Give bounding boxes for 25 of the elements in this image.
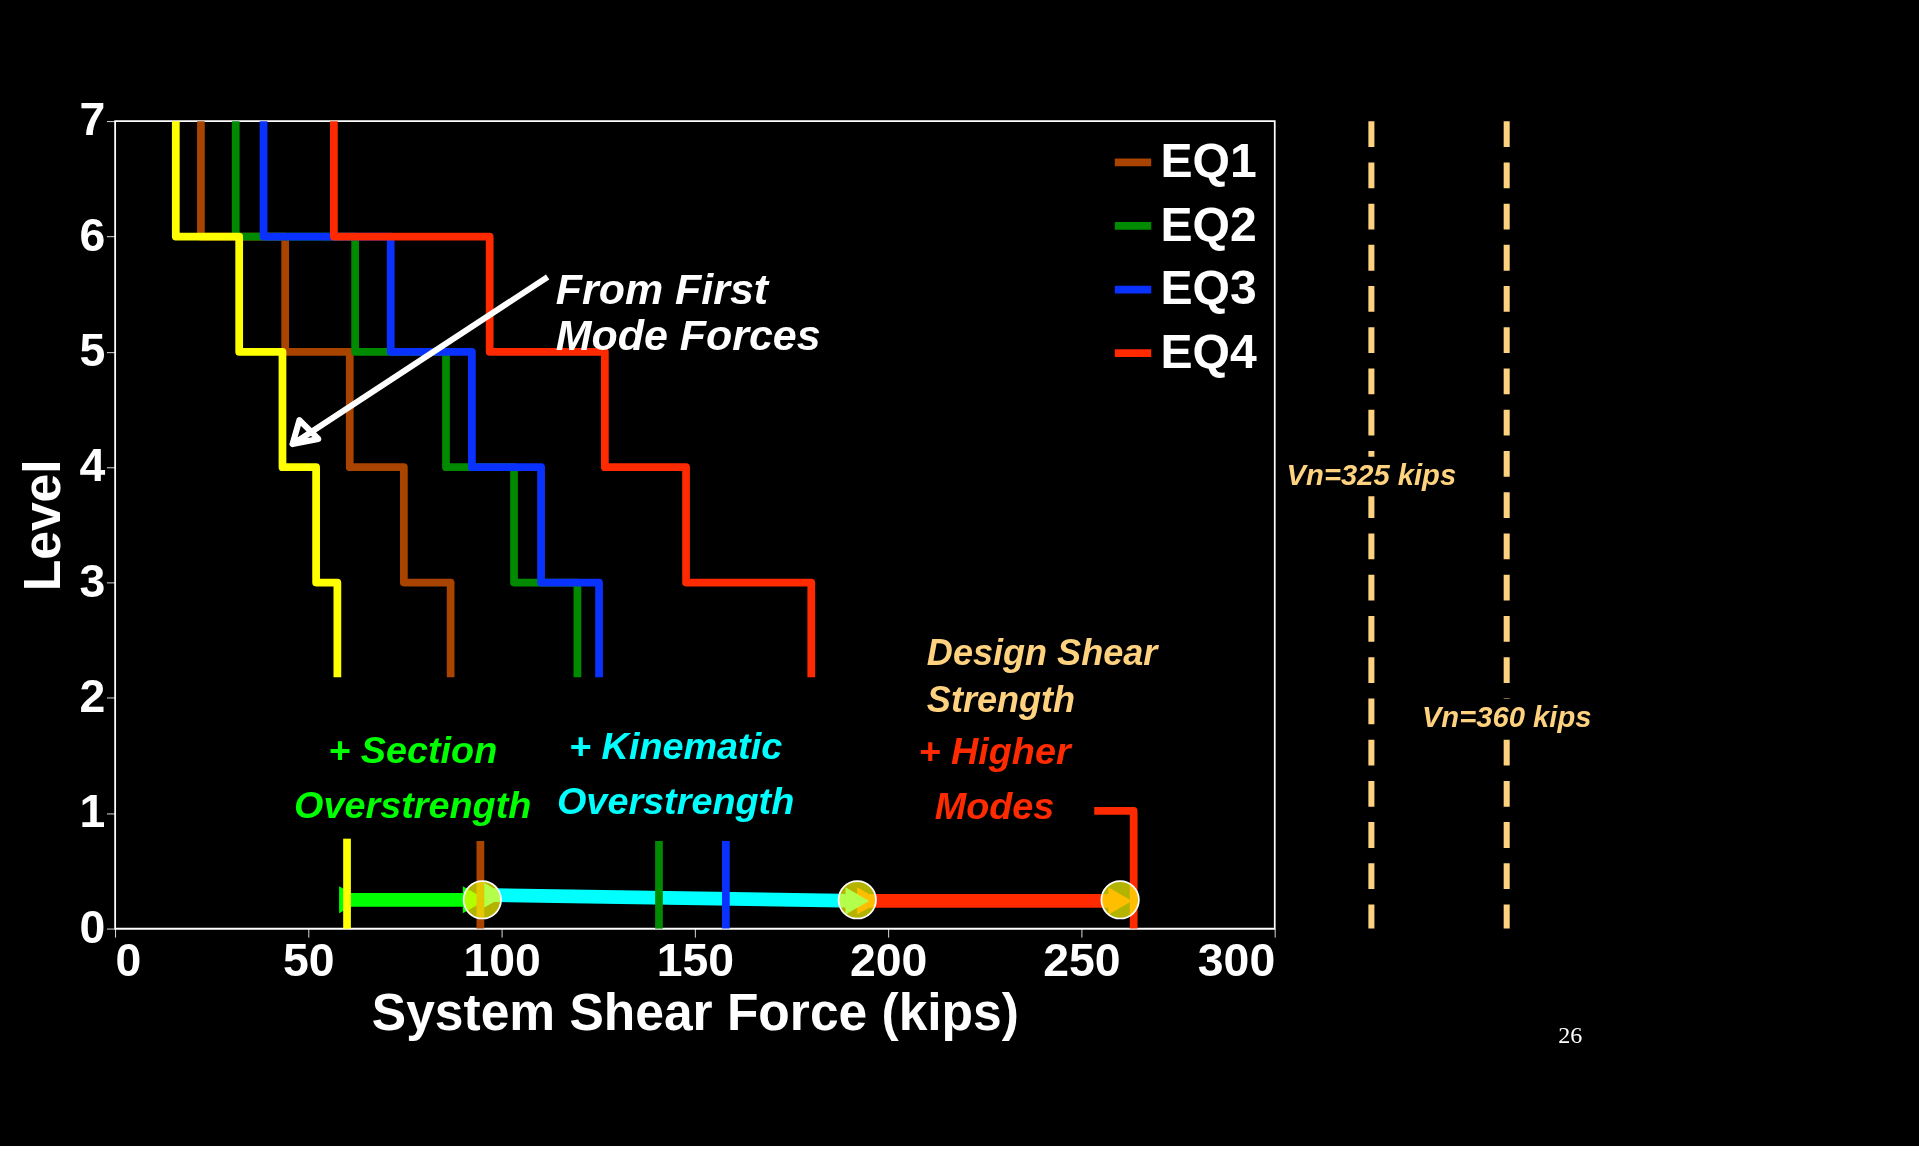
y-tick-label: 6	[79, 208, 106, 261]
series-label: + Higher Modes	[918, 730, 1073, 828]
series-label: + Kinematic Overstrength	[556, 724, 795, 822]
y-tick-label: 3	[79, 554, 106, 607]
y-tick-label: 2	[79, 670, 106, 723]
ref-line-label: Vn=360 kips	[1421, 701, 1592, 734]
text: 26	[1558, 1021, 1583, 1048]
y-tick-label: 4	[79, 439, 106, 492]
y-axis-title: Level	[12, 459, 71, 592]
series-label: + Section Overstrength	[294, 729, 532, 827]
y-tick-label: 0	[79, 900, 106, 953]
y-tick-label: 5	[79, 324, 106, 377]
legend-label: EQ2	[1160, 196, 1257, 251]
x-tick-label: 300	[1197, 934, 1276, 987]
x-tick-label: 50	[283, 934, 335, 987]
x-tick-label: 250	[1043, 934, 1121, 987]
annotation: From First Mode Forces	[555, 264, 821, 359]
y-tick-label: 7	[79, 93, 106, 146]
y-tick-label: 1	[79, 785, 106, 838]
legend-label: EQ4	[1160, 323, 1257, 378]
ref-line-label: Vn=325 kips	[1286, 459, 1457, 492]
x-tick-label: 0	[115, 934, 142, 987]
legend-label: EQ1	[1160, 133, 1257, 187]
legend-label: EQ3	[1160, 260, 1257, 315]
annotation: Design Shear Strength	[926, 632, 1160, 720]
